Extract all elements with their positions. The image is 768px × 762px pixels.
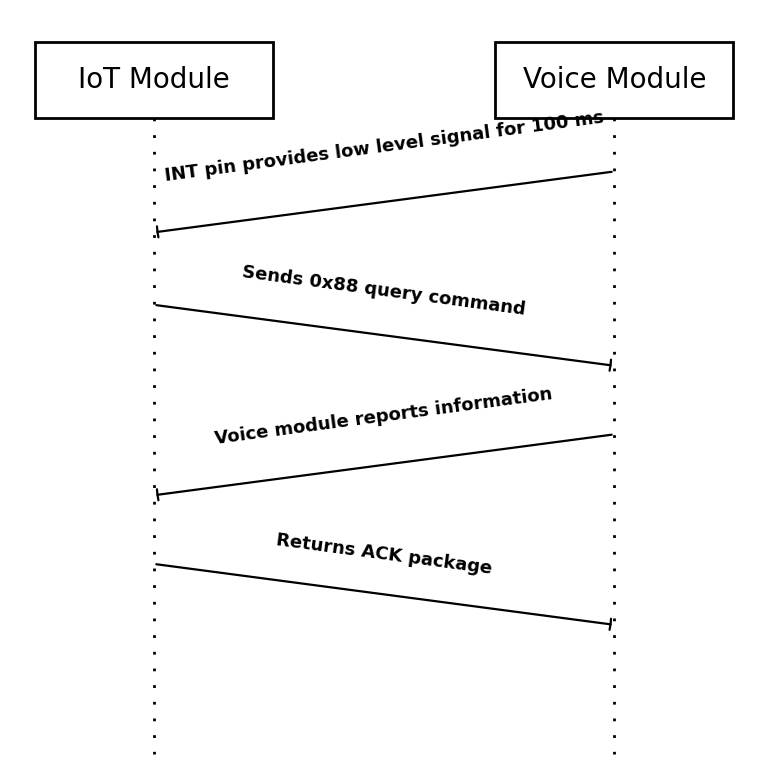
Text: Returns ACK package: Returns ACK package (275, 531, 493, 578)
Text: INT pin provides low level signal for 100 ms: INT pin provides low level signal for 10… (164, 109, 604, 185)
Text: Voice Module: Voice Module (523, 66, 706, 94)
Text: Sends 0x88 query command: Sends 0x88 query command (241, 263, 527, 319)
Bar (495, 42, 733, 118)
Text: Voice module reports information: Voice module reports information (214, 385, 554, 448)
Text: IoT Module: IoT Module (78, 66, 230, 94)
Bar (35, 42, 273, 118)
